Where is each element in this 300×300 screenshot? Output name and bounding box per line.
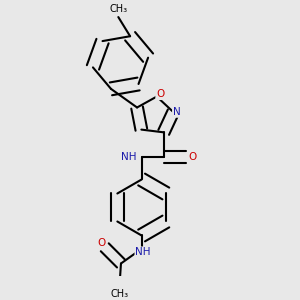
- Text: O: O: [188, 152, 196, 162]
- Text: NH: NH: [135, 247, 151, 257]
- Text: N: N: [173, 107, 181, 117]
- Text: CH₃: CH₃: [110, 289, 129, 299]
- Text: O: O: [97, 238, 105, 248]
- Text: O: O: [156, 89, 164, 99]
- Text: NH: NH: [122, 152, 137, 162]
- Text: CH₃: CH₃: [109, 4, 128, 14]
